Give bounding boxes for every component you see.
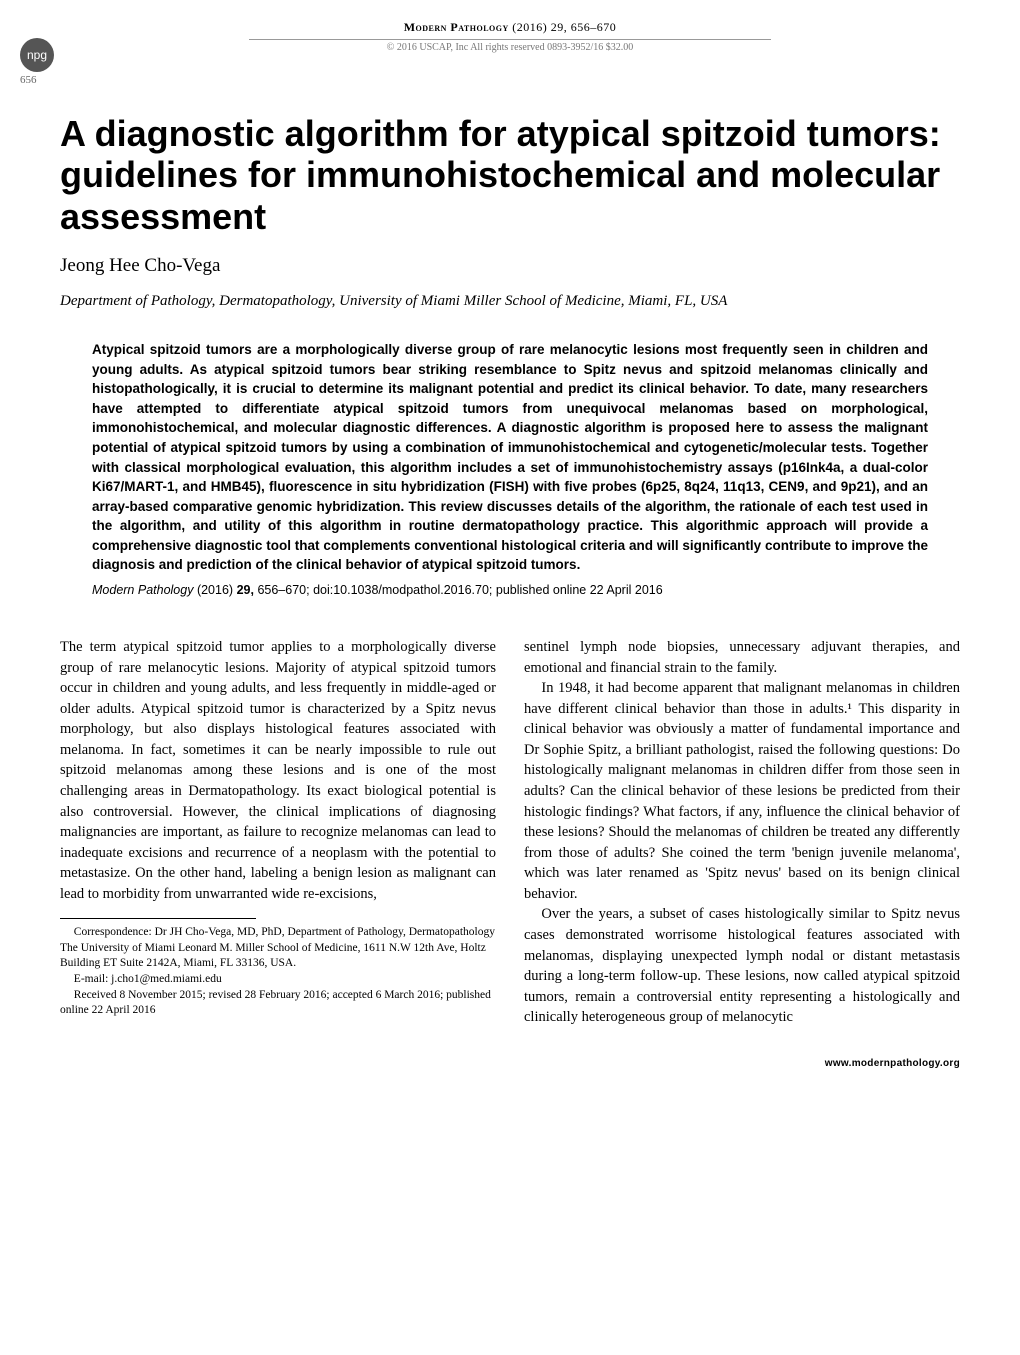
email-footnote: E-mail: j.cho1@med.miami.edu — [60, 972, 496, 988]
body-paragraph: sentinel lymph node biopsies, unnecessar… — [524, 637, 960, 678]
citation-doi: doi:10.1038/modpathol.2016.70; — [313, 583, 492, 597]
abstract: Atypical spitzoid tumors are a morpholog… — [92, 340, 928, 575]
running-header: npg 656 Modern Pathology (2016) 29, 656–… — [60, 20, 960, 53]
article-title: A diagnostic algorithm for atypical spit… — [60, 113, 960, 237]
received-footnote: Received 8 November 2015; revised 28 Feb… — [60, 988, 496, 1019]
body-paragraph: Over the years, a subset of cases histol… — [524, 904, 960, 1027]
citation-line: Modern Pathology (2016) 29, 656–670; doi… — [92, 583, 928, 597]
body-columns: The term atypical spitzoid tumor applies… — [60, 637, 960, 1028]
journal-line: Modern Pathology (2016) 29, 656–670 — [60, 20, 960, 35]
footer-url: www.modernpathology.org — [60, 1058, 960, 1069]
author-affiliation: Department of Pathology, Dermatopatholog… — [60, 293, 960, 310]
citation-pages: 656–670; — [257, 583, 309, 597]
body-paragraph: In 1948, it had become apparent that mal… — [524, 678, 960, 904]
citation-volume: 29, — [237, 583, 254, 597]
page-number: 656 — [20, 74, 37, 86]
citation-year: (2016) — [197, 583, 233, 597]
body-paragraph: The term atypical spitzoid tumor applies… — [60, 637, 496, 905]
publisher-badge: npg — [20, 38, 54, 72]
journal-name: Modern Pathology — [404, 20, 509, 34]
left-column: The term atypical spitzoid tumor applies… — [60, 637, 496, 1028]
citation-pubdate: published online 22 April 2016 — [496, 583, 663, 597]
copyright-line: © 2016 USCAP, Inc All rights reserved 08… — [60, 42, 960, 53]
author-name: Jeong Hee Cho-Vega — [60, 255, 960, 277]
correspondence-footnote: Correspondence: Dr JH Cho-Vega, MD, PhD,… — [60, 925, 496, 972]
citation-journal: Modern Pathology — [92, 583, 193, 597]
issue-range: (2016) 29, 656–670 — [512, 20, 616, 34]
right-column: sentinel lymph node biopsies, unnecessar… — [524, 637, 960, 1028]
